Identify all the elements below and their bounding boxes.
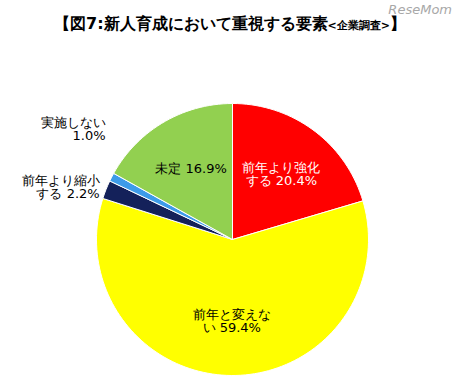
- svg-text:未定 16.9%: 未定 16.9%: [155, 161, 226, 176]
- html-text:ReseMom: ReseMom: [388, 2, 452, 17]
- svg-text:前年より強化する 20.4%: 前年より強化する 20.4%: [242, 160, 320, 188]
- svg-text:実施しない1.0%: 実施しない1.0%: [41, 115, 106, 143]
- svg-text:前年より縮小する 2.2%: 前年より縮小する 2.2%: [22, 173, 100, 201]
- svg-text:前年と変えない 59.4%: 前年と変えない 59.4%: [193, 307, 271, 335]
- html-text:【図7:新人育成において重視する要素<企業調査>】: 【図7:新人育成において重視する要素<企業調査>】: [54, 14, 406, 33]
